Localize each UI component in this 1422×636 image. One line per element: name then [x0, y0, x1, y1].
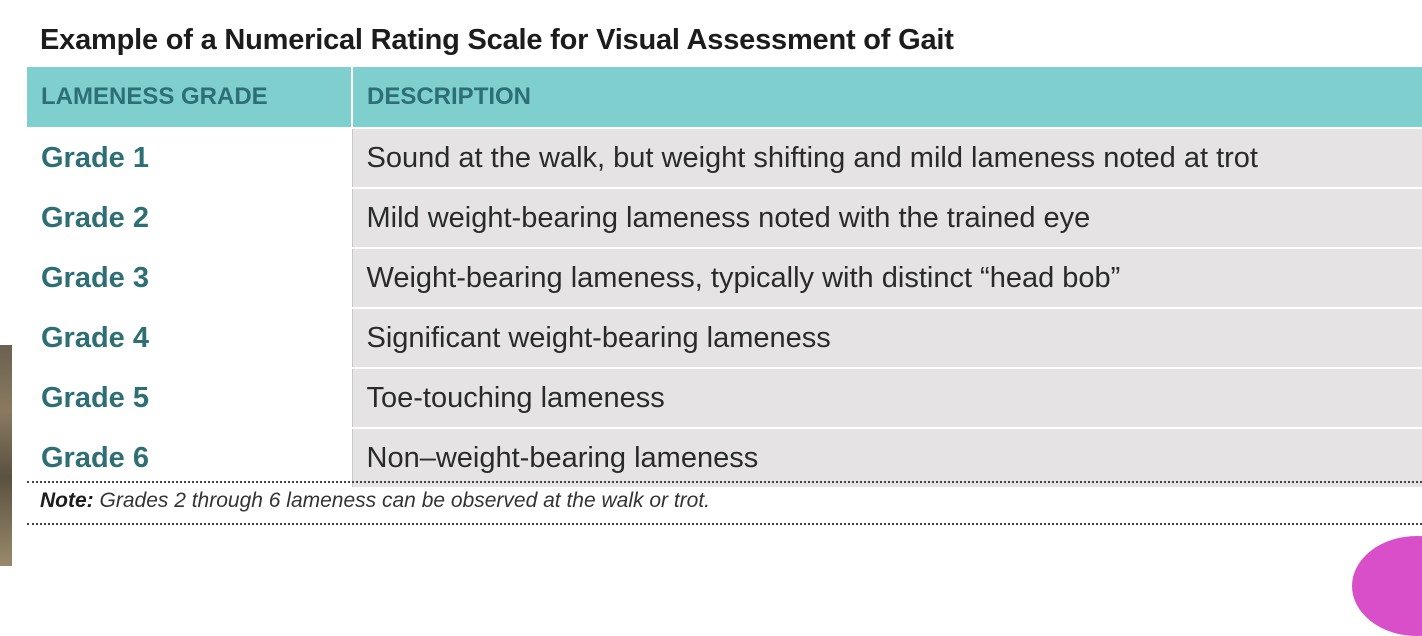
note-divider-top [27, 481, 1422, 483]
grade-cell: Grade 5 [27, 368, 353, 429]
note-label: Note: [40, 489, 94, 512]
table-row: Grade 4 Significant weight-bearing lamen… [27, 308, 1422, 369]
note-text: Grades 2 through 6 lameness can be obser… [93, 489, 711, 512]
background-photo-edge [0, 345, 12, 566]
table-row: Grade 2 Mild weight-bearing lameness not… [27, 188, 1422, 249]
description-cell: Non–weight-bearing lameness [351, 428, 1422, 487]
grade-cell: Grade 3 [27, 248, 353, 309]
description-cell: Significant weight-bearing lameness [351, 308, 1422, 369]
table-row: Grade 1 Sound at the walk, but weight sh… [27, 128, 1422, 189]
description-cell: Weight-bearing lameness, typically with … [351, 248, 1422, 309]
decorative-corner-shape [1352, 536, 1422, 636]
table-header-row: LAMENESS GRADE DESCRIPTION [27, 67, 1422, 129]
table-note: Note: Grades 2 through 6 lameness can be… [40, 489, 710, 513]
description-cell: Toe-touching lameness [351, 368, 1422, 429]
column-header-grade: LAMENESS GRADE [27, 67, 353, 129]
grade-cell: Grade 2 [27, 188, 353, 249]
page-title: Example of a Numerical Rating Scale for … [40, 24, 954, 56]
lameness-rating-table: LAMENESS GRADE DESCRIPTION Grade 1 Sound… [27, 67, 1422, 487]
column-header-description: DESCRIPTION [352, 67, 1422, 129]
table-row: Grade 3 Weight-bearing lameness, typical… [27, 248, 1422, 309]
grade-cell: Grade 4 [27, 308, 353, 369]
table-row: Grade 6 Non–weight-bearing lameness [27, 428, 1422, 487]
grade-cell: Grade 6 [27, 428, 353, 487]
description-cell: Mild weight-bearing lameness noted with … [351, 188, 1422, 249]
table-row: Grade 5 Toe-touching lameness [27, 368, 1422, 429]
note-divider-bottom [27, 523, 1422, 525]
description-cell: Sound at the walk, but weight shifting a… [351, 128, 1422, 189]
grade-cell: Grade 1 [27, 128, 353, 189]
